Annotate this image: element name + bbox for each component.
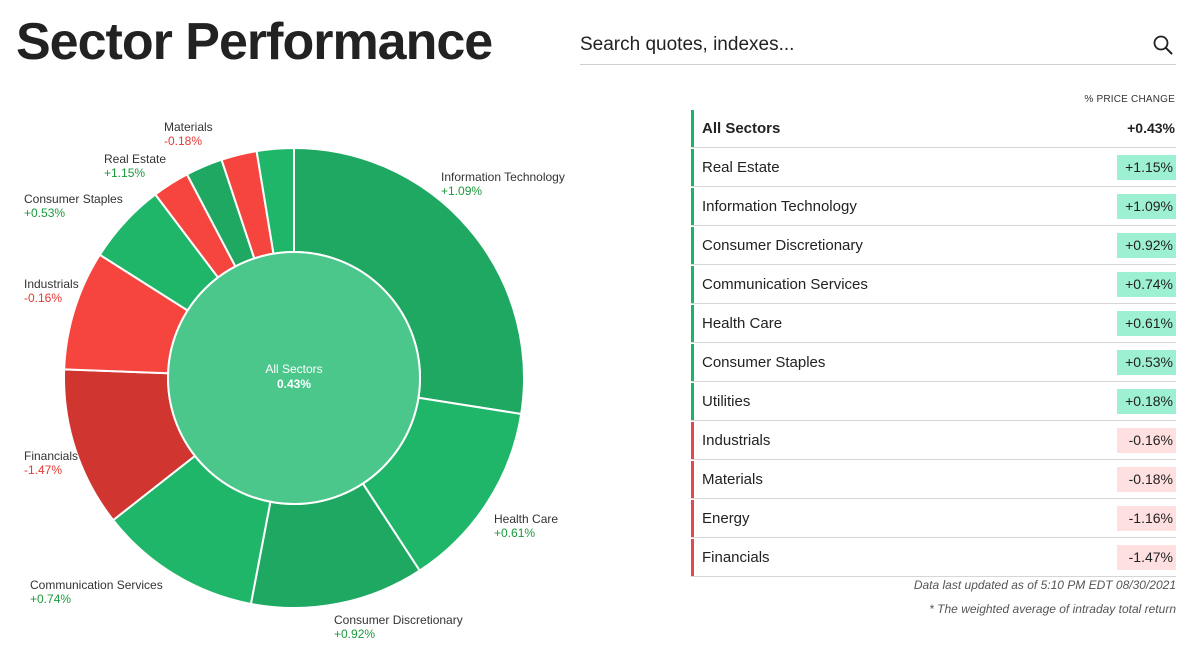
slice-label-industrials: Industrials — [24, 277, 79, 291]
sector-table: % PRICE CHANGE All Sectors +0.43% Real E… — [691, 90, 1176, 578]
slice-label-real-estate: Real Estate — [104, 152, 166, 166]
row-indicator — [691, 227, 694, 264]
row-indicator — [691, 266, 694, 303]
row-name: Energy — [702, 510, 750, 527]
row-name: Financials — [702, 549, 770, 566]
row-value: +0.43% — [1127, 120, 1175, 136]
slice-label-consumer-discretionary: Consumer Discretionary — [334, 613, 463, 627]
row-value: +0.74% — [1117, 272, 1176, 297]
search-input[interactable] — [580, 28, 1120, 62]
table-row[interactable]: Information Technology +1.09% — [691, 188, 1176, 226]
last-updated-note: Data last updated as of 5:10 PM EDT 08/3… — [913, 578, 1176, 592]
table-row[interactable]: Industrials -0.16% — [691, 422, 1176, 460]
row-name: Industrials — [702, 432, 771, 449]
row-name: Information Technology — [702, 198, 857, 215]
center-circle[interactable] — [167, 251, 421, 505]
slice-value-materials: -0.18% — [164, 134, 202, 148]
row-name: Communication Services — [702, 276, 868, 293]
row-value: -1.47% — [1117, 545, 1176, 570]
table-row[interactable]: Real Estate +1.15% — [691, 149, 1176, 187]
row-name: Health Care — [702, 315, 783, 332]
search-bar — [580, 28, 1176, 65]
row-indicator — [691, 461, 694, 498]
slice-label-health-care: Health Care — [494, 512, 558, 526]
row-name: Materials — [702, 471, 763, 488]
slice-label-financials: Financials — [24, 449, 78, 463]
row-name: Consumer Staples — [702, 354, 826, 371]
row-value: +0.61% — [1117, 311, 1176, 336]
row-value: +0.92% — [1117, 233, 1176, 258]
center-label: All Sectors — [265, 362, 322, 376]
slice-label-consumer-staples: Consumer Staples — [24, 192, 123, 206]
row-indicator — [691, 188, 694, 225]
page-title: Sector Performance — [16, 13, 493, 71]
donut-svg: Information Technology+1.09%Health Care+… — [24, 120, 565, 641]
table-row[interactable]: Consumer Staples +0.53% — [691, 344, 1176, 382]
sector-donut-chart: Information Technology +1.09% Health Care +… — [0, 80, 680, 656]
table-row[interactable]: Energy -1.16% — [691, 500, 1176, 538]
table-header: % PRICE CHANGE — [1084, 94, 1175, 105]
row-value: -0.18% — [1117, 467, 1176, 492]
row-value: +0.53% — [1117, 350, 1176, 375]
row-value: +0.18% — [1117, 389, 1176, 414]
row-value: +1.15% — [1117, 155, 1176, 180]
weighted-average-note: * The weighted average of intraday total… — [929, 602, 1176, 616]
row-value: -1.16% — [1117, 506, 1176, 531]
table-row[interactable]: Communication Services +0.74% — [691, 266, 1176, 304]
row-indicator — [691, 110, 694, 147]
row-name: Consumer Discretionary — [702, 237, 863, 254]
row-indicator — [691, 383, 694, 420]
table-row[interactable]: Financials -1.47% — [691, 539, 1176, 577]
slice-value-real-estate: +1.15% — [104, 166, 145, 180]
slice-value-communication-services: +0.74% — [30, 592, 71, 606]
row-indicator — [691, 344, 694, 381]
slice-value-information-technology: +1.09% — [441, 184, 482, 198]
table-row-all-sectors[interactable]: All Sectors +0.43% — [691, 110, 1176, 148]
row-value: -0.16% — [1117, 428, 1176, 453]
row-indicator — [691, 500, 694, 537]
row-value: +1.09% — [1117, 194, 1176, 219]
slice-label-materials: Materials — [164, 120, 213, 134]
table-row[interactable]: Consumer Discretionary +0.92% — [691, 227, 1176, 265]
row-indicator — [691, 149, 694, 186]
row-name: All Sectors — [702, 120, 781, 137]
center-value: 0.43% — [277, 377, 311, 391]
row-name: Utilities — [702, 393, 751, 410]
row-indicator — [691, 539, 694, 576]
slice-label-communication-services: Communication Services — [30, 578, 163, 592]
table-row[interactable]: Health Care +0.61% — [691, 305, 1176, 343]
slice-value-financials: -1.47% — [24, 463, 62, 477]
table-row[interactable]: Utilities +0.18% — [691, 383, 1176, 421]
row-name: Real Estate — [702, 159, 780, 176]
table-row[interactable]: Materials -0.18% — [691, 461, 1176, 499]
row-indicator — [691, 305, 694, 342]
slice-value-consumer-staples: +0.53% — [24, 206, 65, 220]
row-indicator — [691, 422, 694, 459]
search-icon[interactable] — [1152, 34, 1174, 56]
slice-value-consumer-discretionary: +0.92% — [334, 627, 375, 641]
slice-label-information-technology: Information Technology — [441, 170, 565, 184]
slice-value-health-care: +0.61% — [494, 526, 535, 540]
slice-value-industrials: -0.16% — [24, 291, 62, 305]
